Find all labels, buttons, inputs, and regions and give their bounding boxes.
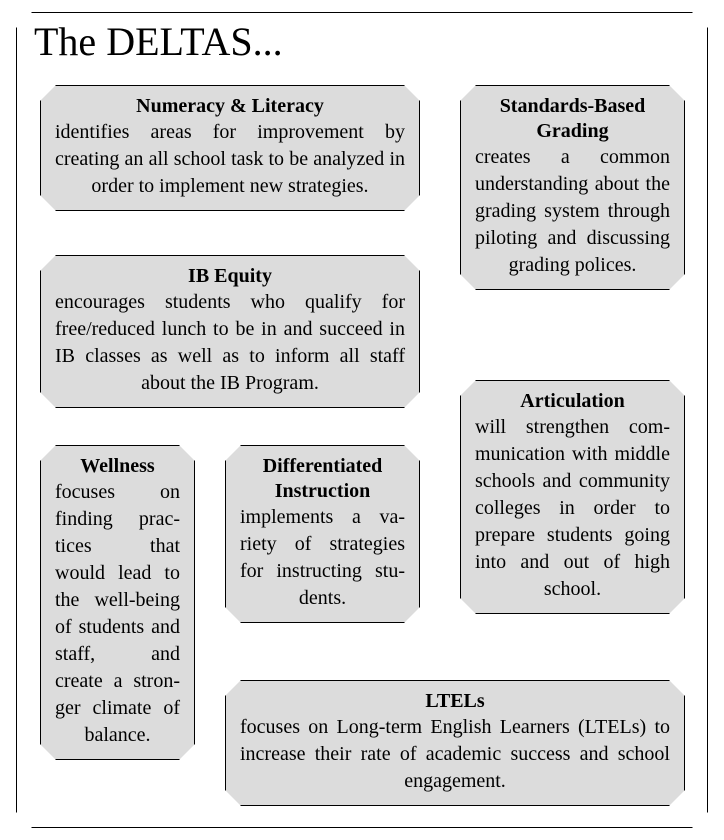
box-numeracy: Numeracy & Literacy identifies areas for…: [40, 85, 420, 211]
box-title: IB Equity: [55, 264, 405, 289]
box-ltels: LTELs focuses on Long-term English Learn…: [225, 680, 685, 806]
box-body: identifies areas for improvement by crea…: [55, 119, 405, 200]
box-body: will strengthen com­munication with mid­…: [475, 414, 670, 603]
page: The DELTAS... Numeracy & Literacy identi…: [0, 0, 724, 840]
page-title: The DELTAS...: [34, 18, 283, 65]
box-title: Articulation: [475, 389, 670, 414]
box-wellness: Wellness focuses on finding prac­tices t…: [40, 445, 195, 760]
box-body: implements a va­riety of strategies for …: [240, 504, 405, 612]
box-body: focuses on finding prac­tices that would…: [55, 479, 180, 749]
box-differentiated: Differentiated Instruction implements a …: [225, 445, 420, 623]
box-body: focuses on Long-term English Learners (L…: [240, 714, 670, 795]
box-title: Differentiated Instruction: [240, 454, 405, 504]
box-ibequity: IB Equity encourages students who qualif…: [40, 255, 420, 408]
box-body: encourages students who qualify for free…: [55, 289, 405, 397]
box-title: Wellness: [55, 454, 180, 479]
box-title: Numeracy & Literacy: [55, 94, 405, 119]
box-body: creates a common understanding about the…: [475, 144, 670, 279]
box-articulation: Articulation will strengthen com­municat…: [460, 380, 685, 614]
box-standards: Standards-Based Grading creates a common…: [460, 85, 685, 290]
box-title: LTELs: [240, 689, 670, 714]
box-title: Standards-Based Grading: [475, 94, 670, 144]
